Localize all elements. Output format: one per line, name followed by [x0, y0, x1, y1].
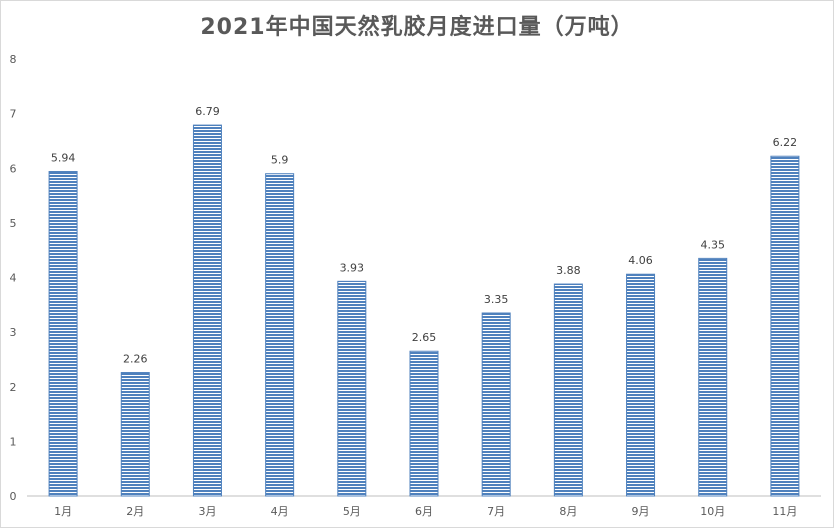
x-tick-label: 5月 [343, 505, 361, 518]
y-tick-label: 2 [10, 381, 17, 394]
x-tick-label: 7月 [487, 505, 505, 518]
bar [770, 155, 800, 497]
x-tick-label: 11月 [772, 505, 797, 518]
x-tick-label: 1月 [54, 505, 72, 518]
data-label: 5.9 [271, 154, 289, 167]
data-label: 6.79 [195, 105, 220, 118]
x-tick-label: 9月 [632, 505, 650, 518]
y-tick-label: 3 [10, 326, 17, 339]
x-tick-label: 6月 [415, 505, 433, 518]
bar [481, 312, 511, 497]
data-label: 3.93 [340, 261, 365, 274]
data-label: 6.22 [773, 136, 798, 149]
bar [265, 173, 295, 497]
bar [698, 257, 728, 497]
data-label: 3.35 [484, 293, 509, 306]
bar [409, 350, 439, 497]
bar [120, 372, 150, 497]
data-label: 4.06 [628, 254, 653, 267]
data-label: 2.65 [412, 331, 437, 344]
y-tick-label: 4 [10, 272, 17, 285]
bar [192, 124, 222, 497]
x-tick-label: 4月 [271, 505, 289, 518]
y-tick-label: 6 [10, 162, 17, 175]
y-tick-label: 5 [10, 217, 17, 230]
bar [337, 280, 367, 497]
x-tick-label: 2月 [126, 505, 144, 518]
bar [553, 283, 583, 497]
y-tick-label: 8 [10, 53, 17, 66]
data-label: 5.94 [51, 152, 76, 165]
y-tick-label: 1 [10, 435, 17, 448]
x-tick-label: 8月 [559, 505, 577, 518]
data-label: 3.88 [556, 264, 581, 277]
x-tick-label: 3月 [198, 505, 216, 518]
x-tick-label: 10月 [700, 505, 725, 518]
y-tick-label: 0 [10, 490, 17, 503]
data-label: 4.35 [700, 238, 725, 251]
bar [626, 273, 656, 497]
chart-title: 2021年中国天然乳胶月度进口量（万吨） [200, 15, 634, 40]
y-tick-label: 7 [10, 108, 17, 121]
data-label: 2.26 [123, 353, 148, 366]
bar [48, 171, 78, 497]
